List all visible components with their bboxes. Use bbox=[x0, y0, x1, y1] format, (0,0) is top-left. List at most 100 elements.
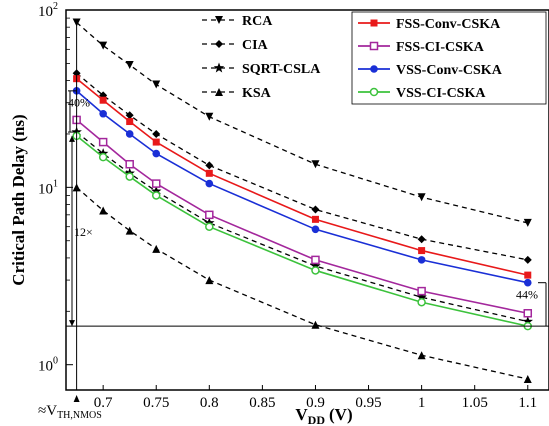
x-tick-label: 0.85 bbox=[249, 395, 275, 411]
bracket-12x-arrow-up bbox=[69, 135, 75, 142]
data-point bbox=[125, 159, 134, 169]
legend-label: VSS-CI-CSKA bbox=[396, 86, 486, 101]
data-point bbox=[204, 217, 215, 228]
data-point bbox=[311, 320, 320, 329]
legend-label: SQRT-CSLA bbox=[242, 62, 321, 77]
legend-entry-cia: CIA bbox=[202, 38, 269, 53]
series-line bbox=[76, 131, 528, 323]
x-tick-label: 0.95 bbox=[355, 395, 381, 411]
bracket-12x-arrow-down bbox=[69, 320, 75, 327]
data-point bbox=[98, 152, 108, 162]
plot-frame bbox=[65, 9, 549, 391]
series-line bbox=[76, 22, 528, 224]
data-point bbox=[417, 297, 426, 307]
data-point bbox=[205, 112, 214, 121]
legend-marker bbox=[215, 40, 223, 48]
threshold-voltage-label: ≈VTH,NMOS bbox=[38, 403, 102, 421]
data-point bbox=[125, 60, 134, 69]
legend-label: RCA bbox=[242, 14, 273, 29]
data-point bbox=[311, 205, 320, 214]
y-tick-label: 102 bbox=[38, 1, 58, 20]
data-point bbox=[99, 41, 108, 50]
data-point bbox=[205, 169, 213, 177]
legend-label: FSS-Conv-CSKA bbox=[396, 17, 501, 32]
data-point bbox=[417, 193, 426, 202]
x-axis-title: VDD (V) bbox=[295, 405, 352, 426]
series-line bbox=[76, 119, 528, 315]
data-point bbox=[125, 172, 134, 181]
legend-entry-vss-ci-cska: VSS-CI-CSKA bbox=[358, 86, 486, 101]
x-axis-title-unit: (V) bbox=[329, 405, 353, 424]
threshold-arrow bbox=[73, 395, 80, 402]
data-point bbox=[152, 129, 161, 138]
tick-layer: 0.7 0.75 0.8 0.85 0.9 0.95 1 1.05 1.1 100 101 102 bbox=[38, 1, 537, 411]
data-point bbox=[311, 160, 320, 169]
data-point bbox=[125, 111, 134, 120]
legend-entry-sqrt-csla: SQRT-CSLA bbox=[202, 62, 321, 77]
legend-box-right bbox=[351, 11, 547, 105]
x-tick-label: 0.9 bbox=[306, 395, 325, 411]
series-line bbox=[76, 72, 528, 261]
legend-label: VSS-Conv-CSKA bbox=[396, 63, 503, 78]
data-point bbox=[152, 138, 160, 146]
legend-marker bbox=[215, 16, 223, 24]
series-layer bbox=[71, 18, 533, 384]
series-line bbox=[76, 90, 528, 284]
legend-marker bbox=[370, 19, 378, 27]
data-point bbox=[522, 316, 533, 327]
legend-marker bbox=[215, 88, 223, 96]
data-point bbox=[151, 191, 161, 200]
data-point bbox=[311, 225, 320, 234]
y-axis-title: Critical Path Delay (ns) bbox=[9, 114, 28, 285]
legend-entry-vss-conv-cska: VSS-Conv-CSKA bbox=[358, 63, 503, 78]
legend: RCA CIA SQRT-CSLA KSA FSS-Conv-CSKA FSS-CI-CS… bbox=[202, 11, 547, 105]
series-line bbox=[76, 78, 528, 276]
data-point bbox=[310, 260, 321, 271]
legend-marker bbox=[213, 62, 225, 73]
data-point bbox=[151, 185, 162, 196]
legend-entry-rca: RCA bbox=[202, 14, 273, 29]
y-tick-label: 100 bbox=[38, 356, 58, 375]
data-point bbox=[126, 118, 134, 126]
data-point bbox=[523, 278, 532, 287]
data-point bbox=[523, 309, 533, 318]
data-point bbox=[205, 161, 214, 170]
annotation-12x: 12× bbox=[74, 225, 93, 239]
x-tick-label: 0.8 bbox=[200, 395, 219, 411]
annotation-40-percent: 40% bbox=[68, 95, 90, 109]
data-point bbox=[523, 255, 532, 264]
x-axis-title-main: V bbox=[295, 405, 308, 424]
annotation-44-percent: 44% bbox=[516, 287, 538, 301]
legend-label: CIA bbox=[242, 38, 269, 53]
data-point bbox=[98, 137, 108, 147]
legend-entry-fss-conv-cska: FSS-Conv-CSKA bbox=[358, 17, 501, 32]
data-point bbox=[417, 256, 426, 264]
data-point bbox=[524, 271, 532, 279]
annotation-layer: 40% 12× 44% bbox=[66, 22, 549, 402]
legend-marker bbox=[369, 41, 379, 51]
data-point bbox=[99, 109, 107, 118]
series-vss-conv-cska bbox=[72, 87, 532, 287]
x-tick-label: 1 bbox=[418, 395, 426, 411]
y-tick-label: 101 bbox=[38, 178, 58, 197]
data-point bbox=[99, 206, 108, 215]
data-point bbox=[417, 235, 426, 244]
data-point bbox=[152, 80, 161, 89]
data-point bbox=[418, 247, 426, 255]
x-tick-label: 1.1 bbox=[518, 395, 537, 411]
series-fss-ci-cska bbox=[72, 115, 533, 318]
series-sqrt-csla bbox=[71, 126, 533, 327]
data-point bbox=[523, 375, 532, 384]
data-point bbox=[311, 266, 320, 275]
legend-label: KSA bbox=[242, 86, 272, 101]
x-tick-label: 0.7 bbox=[94, 395, 113, 411]
data-point bbox=[151, 179, 161, 188]
legend-entry-ksa: KSA bbox=[202, 86, 272, 101]
data-point bbox=[152, 244, 161, 253]
series-fss-conv-cska bbox=[73, 75, 532, 279]
data-point bbox=[205, 222, 214, 231]
data-point bbox=[523, 218, 532, 227]
data-point bbox=[99, 96, 107, 104]
x-axis-title-sub: DD bbox=[308, 413, 326, 426]
